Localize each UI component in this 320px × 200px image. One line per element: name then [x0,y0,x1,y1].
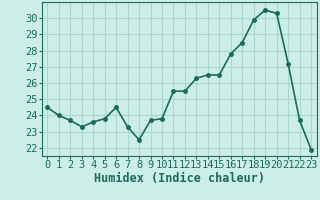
X-axis label: Humidex (Indice chaleur): Humidex (Indice chaleur) [94,172,265,185]
